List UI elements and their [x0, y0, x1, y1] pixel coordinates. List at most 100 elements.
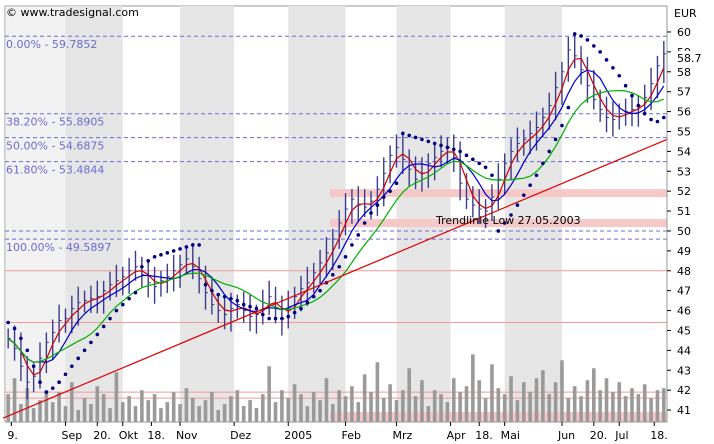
sar-dot — [655, 119, 660, 124]
fib-level-label: 0.00% - 59.7852 — [6, 38, 97, 51]
volume-bar — [375, 362, 380, 422]
y-tick-label: 58 — [677, 66, 691, 79]
sar-dot — [630, 93, 634, 98]
x-tick-label: Jul — [614, 429, 628, 442]
sar-dot — [95, 332, 100, 337]
y-tick-label: 42 — [677, 384, 691, 397]
volume-bar — [350, 386, 354, 422]
y-tick-label: 45 — [677, 324, 691, 337]
sar-dot — [235, 298, 240, 303]
volume-bar — [655, 390, 660, 422]
volume-bar — [273, 402, 278, 422]
sar-dot — [617, 73, 622, 78]
ma-slow-line — [7, 89, 665, 363]
sar-dot — [591, 44, 596, 48]
sar-dot — [515, 203, 520, 207]
sar-dot — [165, 251, 170, 255]
volume-bar — [254, 408, 259, 422]
y-tick-label: 47 — [677, 285, 691, 298]
sar-dot — [305, 300, 310, 305]
volume-bar — [445, 402, 450, 422]
volume-bar — [127, 396, 131, 422]
x-tick-label: Apr — [447, 429, 467, 442]
y-tick-label: 50 — [677, 225, 691, 238]
sar-dot — [636, 103, 641, 108]
volume-bar — [190, 398, 195, 422]
x-axis: 9. Sep 20. Okt 18. Nov Dez 2005 Feb Mrz Apr 18. Mai J… — [5, 421, 668, 442]
volume-bar — [70, 382, 74, 422]
volume-bar — [216, 410, 221, 422]
y-tick-label: 43 — [677, 364, 691, 377]
sar-dot — [407, 133, 412, 138]
sar-dot — [541, 161, 545, 166]
trendline-group — [2, 138, 668, 419]
volume-bar — [464, 386, 469, 422]
x-tick-label: 20. — [93, 429, 111, 442]
sar-dot — [350, 243, 354, 247]
sar-dot — [178, 247, 182, 251]
volume-bar — [642, 384, 647, 422]
sar-dot — [451, 147, 456, 152]
sar-dot — [210, 288, 214, 293]
sar-dot — [369, 211, 373, 215]
volume-bar — [432, 390, 437, 422]
volume-bar — [553, 382, 558, 422]
fib-level-label: 50.00% - 54.6875 — [6, 140, 104, 153]
sar-dot — [63, 372, 68, 377]
volume-bar — [356, 402, 361, 422]
volume-bar — [241, 406, 246, 422]
x-tick-label: Mrz — [392, 429, 412, 442]
x-tick-label: 9. — [7, 429, 18, 442]
volume-bar — [299, 394, 303, 422]
sar-dot — [286, 314, 291, 319]
volume-bar — [280, 390, 284, 422]
x-tick-label: Jun — [557, 429, 575, 442]
volume-bar — [331, 404, 335, 422]
sar-dot — [318, 288, 322, 293]
month-stripe — [288, 6, 346, 422]
sar-dot — [426, 139, 431, 144]
price-bars — [7, 33, 667, 400]
y-tick-label: 54 — [677, 145, 691, 158]
sar-dot — [140, 264, 144, 269]
month-stripes — [4, 5, 668, 423]
volume-bar — [547, 394, 552, 422]
volume-bar — [311, 392, 316, 422]
volume-bar — [388, 384, 392, 422]
unit-label: EUR — [674, 7, 697, 20]
volume-bar — [101, 394, 106, 422]
sar-dot — [50, 386, 55, 390]
sar-dot — [299, 306, 303, 311]
volume-bar — [63, 406, 68, 422]
y-tick-label: 56 — [677, 106, 691, 119]
sar-dot — [547, 149, 552, 154]
sar-dot — [241, 302, 246, 307]
volume-bar — [401, 390, 405, 422]
sar-dot — [70, 364, 74, 369]
volume-bar — [31, 408, 36, 422]
sar-dot — [413, 135, 418, 140]
sar-dot — [362, 221, 367, 225]
volume-bar — [413, 396, 418, 422]
sar-dot — [203, 282, 208, 287]
volume-bar — [12, 378, 17, 422]
sar-dot — [260, 312, 265, 317]
volume-bar — [82, 398, 87, 422]
sar-dot — [528, 183, 532, 187]
volume-bar — [636, 394, 641, 422]
sar-dot — [114, 308, 119, 313]
volume-bar — [566, 398, 571, 422]
volume-bar — [451, 378, 456, 422]
sar-dot — [420, 137, 424, 142]
y-axis: 6059585756555453525150494847464544434241… — [666, 6, 707, 422]
volume-bar — [152, 394, 157, 422]
sar-dot — [197, 243, 201, 247]
volume-bar — [159, 408, 163, 422]
volume-bar — [369, 392, 373, 422]
volume-bar — [89, 404, 93, 422]
sar-dot — [57, 380, 61, 385]
sar-dot — [471, 157, 475, 162]
volume-bar — [560, 360, 564, 422]
volume-bar — [528, 392, 532, 422]
sar-dot — [171, 249, 176, 253]
